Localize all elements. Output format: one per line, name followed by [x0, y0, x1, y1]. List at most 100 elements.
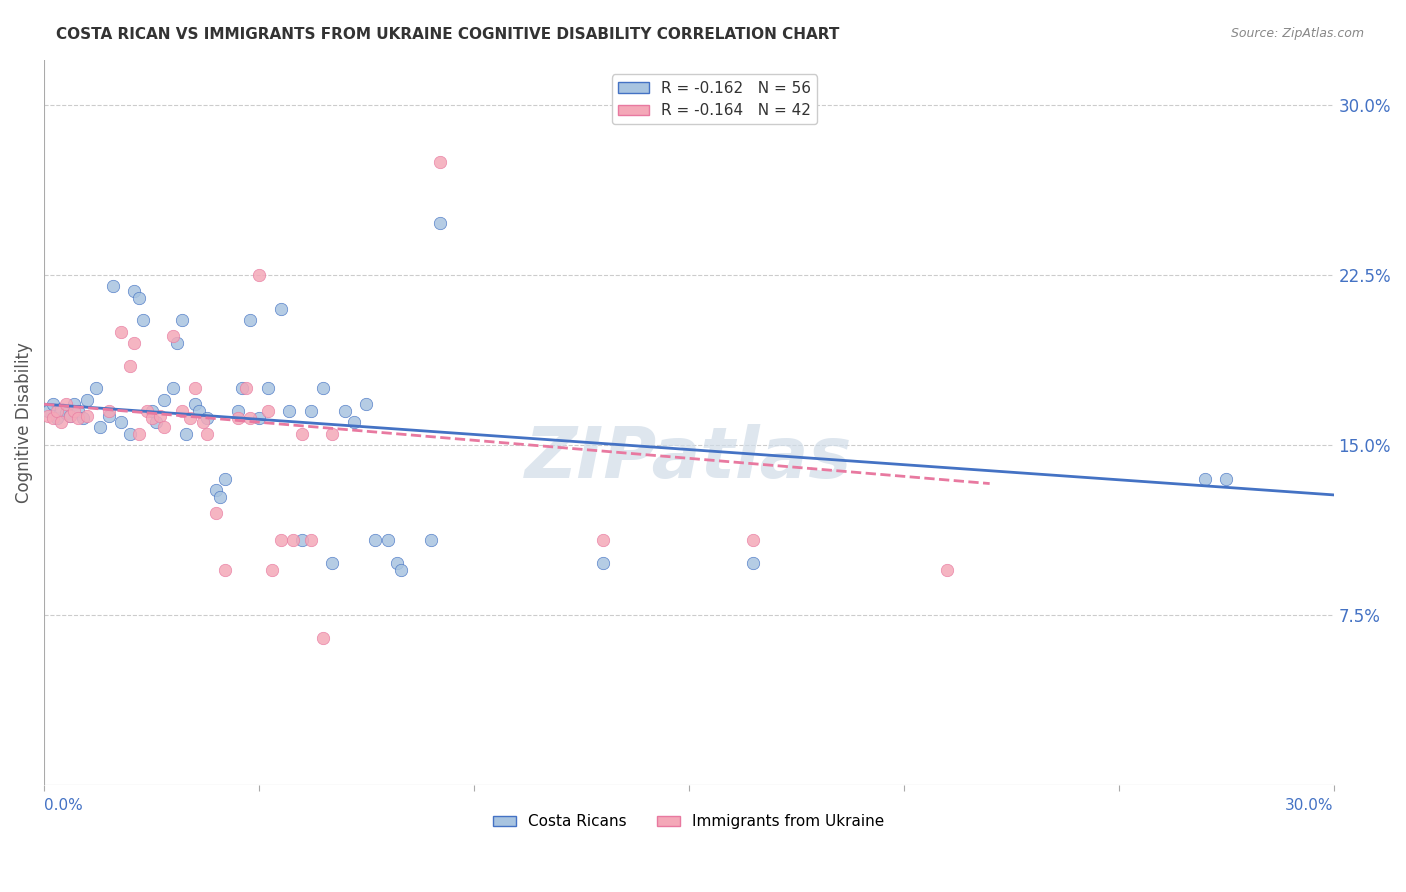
- Point: [291, 533, 314, 548]
- Point: [162, 329, 184, 343]
- Point: [41, 410, 63, 425]
- Point: [742, 533, 765, 548]
- Point: [235, 381, 257, 395]
- Point: [312, 381, 335, 395]
- Point: [37, 409, 59, 423]
- Point: [55, 397, 77, 411]
- Point: [389, 563, 412, 577]
- Point: [278, 404, 301, 418]
- Point: [51, 415, 73, 429]
- Point: [124, 284, 146, 298]
- Point: [1194, 472, 1216, 486]
- Point: [183, 381, 205, 395]
- Point: [342, 415, 364, 429]
- Point: [141, 404, 163, 418]
- Point: [226, 410, 249, 425]
- Point: [174, 426, 197, 441]
- Point: [41, 397, 63, 411]
- Point: [385, 556, 408, 570]
- Point: [55, 406, 77, 420]
- Point: [247, 268, 270, 282]
- Text: Source: ZipAtlas.com: Source: ZipAtlas.com: [1230, 27, 1364, 40]
- Point: [153, 420, 176, 434]
- Point: [59, 409, 82, 423]
- Point: [128, 426, 150, 441]
- Point: [97, 404, 120, 418]
- Point: [63, 397, 86, 411]
- Point: [256, 404, 278, 418]
- Point: [166, 336, 188, 351]
- Point: [84, 381, 107, 395]
- Point: [209, 490, 232, 504]
- Text: 0.0%: 0.0%: [44, 798, 83, 814]
- Text: ZIPatlas: ZIPatlas: [524, 424, 852, 493]
- Point: [46, 410, 69, 425]
- Point: [299, 404, 322, 418]
- Point: [1215, 472, 1237, 486]
- Point: [214, 563, 236, 577]
- Point: [239, 410, 262, 425]
- Point: [312, 631, 335, 645]
- Point: [270, 301, 292, 316]
- Point: [260, 563, 283, 577]
- Point: [270, 533, 292, 548]
- Point: [419, 533, 441, 548]
- Point: [63, 404, 86, 418]
- Point: [162, 381, 184, 395]
- Point: [592, 556, 614, 570]
- Point: [247, 410, 270, 425]
- Point: [321, 426, 343, 441]
- Point: [76, 409, 98, 423]
- Point: [205, 506, 228, 520]
- Point: [429, 154, 451, 169]
- Point: [76, 392, 98, 407]
- Point: [46, 404, 69, 418]
- Point: [170, 404, 193, 418]
- Point: [183, 397, 205, 411]
- Point: [153, 392, 176, 407]
- Point: [97, 409, 120, 423]
- Point: [110, 415, 132, 429]
- Point: [101, 279, 124, 293]
- Point: [120, 359, 142, 373]
- Point: [231, 381, 253, 395]
- Point: [149, 409, 172, 423]
- Point: [67, 410, 90, 425]
- Point: [141, 410, 163, 425]
- Point: [37, 404, 59, 418]
- Point: [291, 426, 314, 441]
- Point: [187, 404, 209, 418]
- Text: 30.0%: 30.0%: [1285, 798, 1333, 814]
- Point: [321, 556, 343, 570]
- Point: [120, 426, 142, 441]
- Point: [67, 404, 90, 418]
- Point: [89, 420, 111, 434]
- Point: [239, 313, 262, 327]
- Point: [256, 381, 278, 395]
- Point: [110, 325, 132, 339]
- Point: [72, 410, 94, 425]
- Point: [59, 409, 82, 423]
- Point: [283, 533, 305, 548]
- Text: COSTA RICAN VS IMMIGRANTS FROM UKRAINE COGNITIVE DISABILITY CORRELATION CHART: COSTA RICAN VS IMMIGRANTS FROM UKRAINE C…: [56, 27, 839, 42]
- Point: [935, 563, 957, 577]
- Point: [179, 410, 201, 425]
- Point: [124, 336, 146, 351]
- Point: [205, 483, 228, 498]
- Point: [51, 401, 73, 416]
- Point: [132, 313, 155, 327]
- Y-axis label: Cognitive Disability: Cognitive Disability: [15, 342, 32, 503]
- Point: [333, 404, 356, 418]
- Point: [377, 533, 399, 548]
- Point: [742, 556, 765, 570]
- Point: [197, 410, 219, 425]
- Point: [299, 533, 322, 548]
- Legend: Costa Ricans, Immigrants from Ukraine: Costa Ricans, Immigrants from Ukraine: [486, 808, 891, 836]
- Point: [592, 533, 614, 548]
- Point: [214, 472, 236, 486]
- Point: [429, 216, 451, 230]
- Point: [145, 415, 167, 429]
- Point: [197, 426, 219, 441]
- Point: [128, 291, 150, 305]
- Point: [226, 404, 249, 418]
